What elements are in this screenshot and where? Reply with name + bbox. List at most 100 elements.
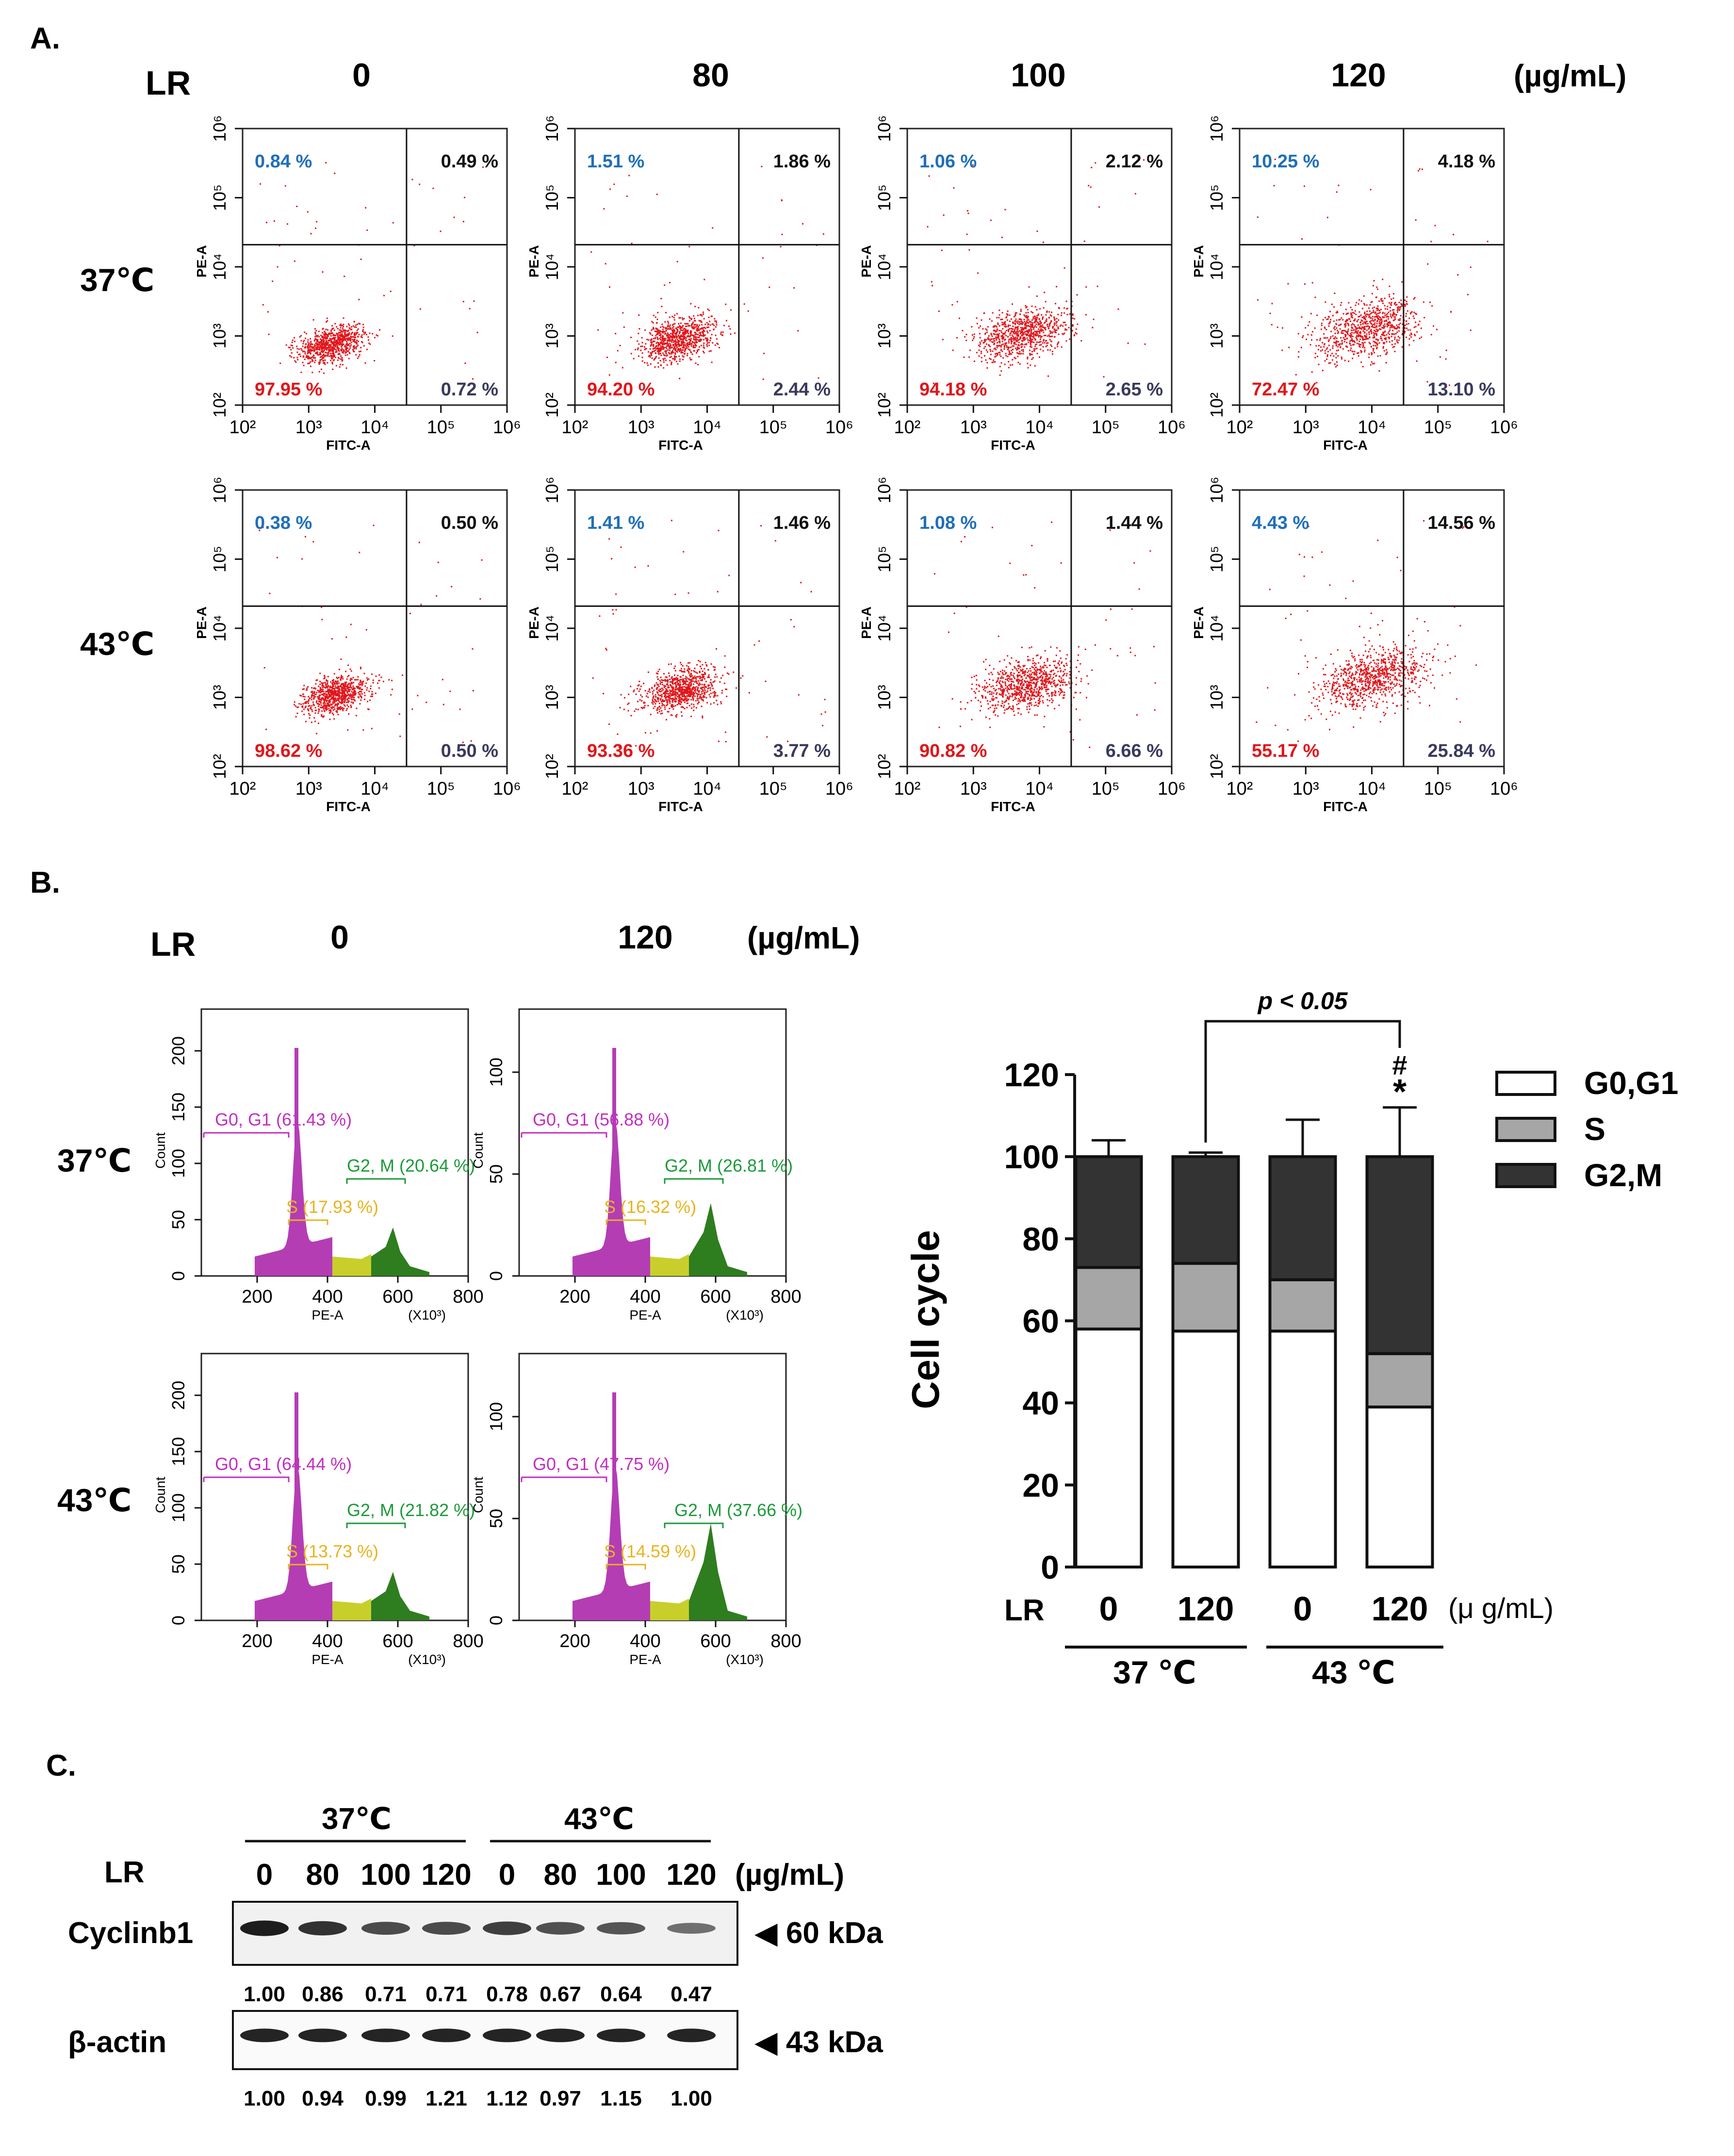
panel-a-dose-100: 100 xyxy=(1011,57,1065,94)
protein-band xyxy=(361,1922,410,1935)
s-phase-region xyxy=(332,1254,371,1276)
x-tick-label: 400 xyxy=(312,1631,343,1651)
legend-swatch xyxy=(1495,1071,1556,1096)
x-tick-label: 10³ xyxy=(960,417,987,438)
x-tick-label: 10³ xyxy=(1292,417,1319,438)
protein-band xyxy=(667,2028,716,2042)
quadrant-lower-right-value: 6.66 % xyxy=(1106,741,1163,761)
x-axis-label: PE-A xyxy=(311,1307,344,1323)
s-gate xyxy=(605,1564,646,1569)
significance-marker-star: * xyxy=(1393,1073,1407,1111)
panel-b-dose-0: 0 xyxy=(330,919,349,956)
s-gate xyxy=(288,1564,328,1569)
y-axis-label: Count xyxy=(471,1132,486,1169)
annexin-scatter-plot: 10.25 % 4.18 % 72.47 % 13.10 % 10² 10³ 10⁴ 10⁵ 1… xyxy=(1191,115,1518,453)
g2m-peak xyxy=(689,1523,747,1620)
bar-segment-g0g1 xyxy=(1171,1329,1240,1568)
x-axis-label: FITC-A xyxy=(658,438,703,453)
x-tick-label: 200 xyxy=(242,1631,272,1651)
y-tick-label: 10⁴ xyxy=(1207,615,1227,642)
x-tick-label: 800 xyxy=(770,1631,801,1651)
band-density-value: 0.71 xyxy=(425,1982,467,2006)
y-axis-label: Count xyxy=(153,1132,168,1169)
band-density-value: 0.67 xyxy=(540,1982,581,2006)
panel-b-unit: (µg/mL) xyxy=(747,920,860,955)
y-axis-label: PE-A xyxy=(859,606,874,639)
panel-a-temp-43: 43℃ xyxy=(80,626,154,662)
panel-c-label: C. xyxy=(46,1749,76,1782)
bar-segment-g0g1 xyxy=(1365,1405,1434,1568)
y-tick-label: 10⁵ xyxy=(542,184,562,211)
x-tick-label: 10⁴ xyxy=(1025,779,1054,799)
bar-segment-g2m xyxy=(1171,1155,1240,1265)
y-tick-label: 10⁵ xyxy=(874,546,894,572)
protein-band xyxy=(298,1921,347,1936)
y-tick-label: 10³ xyxy=(210,685,229,710)
y-axis-label: PE-A xyxy=(526,245,541,278)
band-density-value: 1.12 xyxy=(486,2087,528,2110)
group-label-37: 37 ℃ xyxy=(1113,1654,1196,1690)
s-label: S (14.59 %) xyxy=(604,1541,696,1561)
x-tick-label: 200 xyxy=(242,1287,272,1307)
g0g1-gate xyxy=(203,1476,290,1482)
s-label: S (17.93 %) xyxy=(286,1197,378,1217)
legend-label: G0,G1 xyxy=(1584,1065,1678,1101)
x-tick-label: 10³ xyxy=(295,417,322,438)
y-tick-label: 10⁶ xyxy=(542,477,562,504)
protein-band xyxy=(483,2028,531,2042)
x-tick-label: 10⁵ xyxy=(427,417,455,438)
g0g1-peak xyxy=(255,1120,332,1276)
quadrant-lower-right-value: 2.44 % xyxy=(773,379,831,400)
x-tick-label: 10⁵ xyxy=(1424,417,1452,438)
y-tick-label: 200 xyxy=(168,1036,188,1065)
x-tick-label: 10² xyxy=(229,417,256,438)
protein-band xyxy=(667,1923,716,1934)
quadrant-upper-left-value: 1.06 % xyxy=(919,151,977,172)
bar-segment-s xyxy=(1171,1262,1240,1333)
x-axis-label: PE-A xyxy=(629,1652,661,1667)
quadrant-upper-left-value: 1.41 % xyxy=(587,513,644,533)
quadrant-upper-left-value: 1.51 % xyxy=(587,151,644,172)
quadrant-lower-left-value: 72.47 % xyxy=(1252,379,1319,400)
band-density-value: 0.47 xyxy=(671,1982,712,2006)
x-axis-label: PE-A xyxy=(629,1307,661,1323)
y-tick-label: 10⁵ xyxy=(1207,546,1227,572)
quadrant-upper-right-value: 2.12 % xyxy=(1106,151,1163,172)
cell-cycle-histogram: G0, G1 (61.43 %) G2, M (20.64 %) S (17.93 … xyxy=(153,1008,484,1323)
g2m-gate xyxy=(664,1178,724,1184)
p-value-label: p < 0.05 xyxy=(1257,987,1348,1014)
x-tick-label: 10⁴ xyxy=(1358,417,1386,438)
g0g1-peak xyxy=(255,1464,332,1620)
bar-segment-g0g1 xyxy=(1074,1327,1143,1569)
g0g1-spike xyxy=(294,1392,298,1620)
protein-band xyxy=(597,2028,645,2042)
quadrant-lower-left-value: 90.82 % xyxy=(919,741,987,761)
x-tick-label: 10⁴ xyxy=(1025,417,1054,438)
lane-dose-label: 80 xyxy=(544,1858,577,1892)
plot-frame xyxy=(1239,128,1505,406)
quadrant-lower-left-value: 94.20 % xyxy=(587,379,654,400)
legend-swatch xyxy=(1495,1117,1556,1142)
bar-segment-s xyxy=(1074,1266,1143,1331)
y-tick-label: 0 xyxy=(168,1271,188,1281)
x-tick-label: 400 xyxy=(630,1287,660,1307)
x-tick-label: 600 xyxy=(382,1287,413,1307)
bar-segment-g2m xyxy=(1074,1155,1143,1269)
g2m-gate xyxy=(346,1522,406,1528)
annexin-scatter-plot: 1.51 % 1.86 % 94.20 % 2.44 % 10² 10³ 10⁴ 10⁵ 10⁶… xyxy=(526,115,853,453)
lane-dose-label: 80 xyxy=(306,1858,340,1892)
band-density-value: 0.78 xyxy=(486,1982,528,2006)
band-density-value: 0.97 xyxy=(540,2087,581,2110)
g2m-peak xyxy=(689,1203,747,1276)
g0g1-gate xyxy=(203,1132,290,1138)
protein-band xyxy=(298,2028,347,2042)
y-tick-label: 20 xyxy=(1022,1467,1059,1504)
protein-band xyxy=(536,1922,585,1935)
quadrant-lower-left-value: 55.17 % xyxy=(1252,741,1319,761)
event-dots xyxy=(933,521,1156,748)
x-tick-label: 200 xyxy=(559,1287,590,1307)
band-density-value: 0.71 xyxy=(365,1982,407,2006)
quadrant-upper-right-value: 4.18 % xyxy=(1438,151,1495,172)
protein-band xyxy=(422,1922,471,1935)
